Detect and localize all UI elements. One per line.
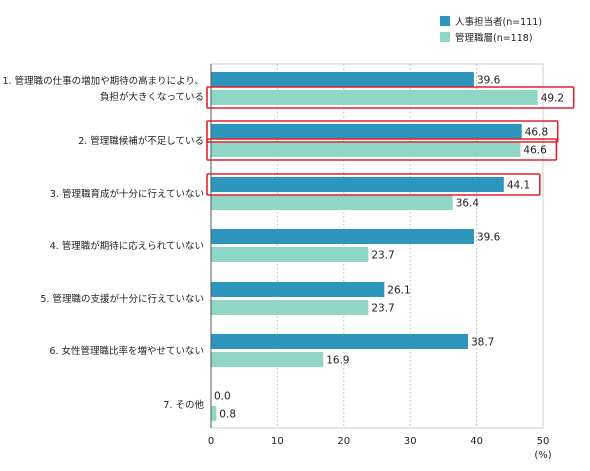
bar-manager — [211, 90, 538, 105]
value-label: 46.6 — [523, 145, 547, 157]
legend-label: 管理職層(n=118) — [455, 32, 533, 44]
value-label: 39.6 — [477, 75, 501, 87]
x-tick-label: 30 — [404, 436, 417, 447]
value-label: 38.7 — [471, 337, 494, 349]
x-axis: 0 10 20 30 40 50 (%) — [208, 64, 552, 461]
value-label: 44.1 — [507, 180, 530, 192]
x-tick-label: 10 — [271, 436, 284, 447]
highlight-box — [206, 173, 541, 196]
category-label: 1. 管理職の仕事の増加や期待の高まりにより、 — [2, 75, 204, 87]
bar-hr — [211, 334, 468, 349]
plot-frame — [210, 63, 544, 429]
category-label: 6. 女性管理職比率を増やせていない — [49, 345, 204, 357]
value-label: 46.8 — [525, 127, 548, 139]
category-label: 4. 管理職が期待に応えられていない — [50, 240, 204, 252]
value-label: 49.2 — [541, 93, 564, 105]
x-tick-label: 20 — [337, 436, 350, 447]
x-unit-label: (%) — [534, 450, 551, 461]
grid-lines — [210, 63, 544, 429]
value-label: 16.9 — [326, 355, 349, 367]
category-label: 3. 管理職育成が十分に行えていない — [50, 188, 204, 200]
value-label: 26.1 — [387, 285, 410, 297]
highlight-box — [206, 138, 558, 161]
legend: 人事担当者(n=111) 管理職層(n=118) — [440, 16, 542, 44]
category-label: 2. 管理職候補が不足している — [78, 135, 204, 147]
value-label: 36.4 — [456, 198, 480, 210]
bar-hr — [211, 282, 385, 297]
value-label: 0.0 — [214, 391, 231, 403]
bar-hr — [211, 72, 474, 87]
bar-manager — [211, 195, 453, 210]
category-label: 負担が大きくなっている — [100, 91, 204, 103]
value-label: 23.7 — [371, 250, 394, 262]
bar-manager — [211, 142, 521, 157]
highlight-box — [206, 86, 575, 109]
highlight-box — [206, 120, 559, 143]
category-labels: 1. 管理職の仕事の増加や期待の高まりにより、負担が大きくなっている 2. 管理職… — [2, 75, 204, 411]
legend-label: 人事担当者(n=111) — [455, 16, 542, 28]
value-label: 0.8 — [219, 409, 236, 421]
highlight-boxes — [206, 86, 575, 196]
bar-manager — [211, 406, 217, 421]
bars — [211, 72, 538, 421]
value-label: 39.6 — [477, 232, 501, 244]
bar-hr — [211, 124, 522, 139]
legend-swatch — [440, 16, 450, 26]
bar-manager — [211, 247, 369, 262]
category-label: 5. 管理職の支援が十分に行えていない — [40, 293, 204, 305]
x-tick-label: 40 — [470, 436, 483, 447]
x-tick-label: 50 — [537, 436, 550, 447]
bar-hr — [211, 177, 504, 192]
bar-manager — [211, 352, 324, 367]
value-labels: 39.6 46.8 44.1 39.6 26.1 38.7 0.0 49.2 46.6 36.4 2… — [214, 75, 564, 421]
bar-manager — [211, 300, 369, 315]
legend-swatch — [440, 32, 450, 42]
x-tick-label: 0 — [208, 436, 214, 447]
value-label: 23.7 — [371, 303, 394, 315]
bar-hr — [211, 229, 474, 244]
category-label: 7. その他 — [163, 399, 204, 411]
